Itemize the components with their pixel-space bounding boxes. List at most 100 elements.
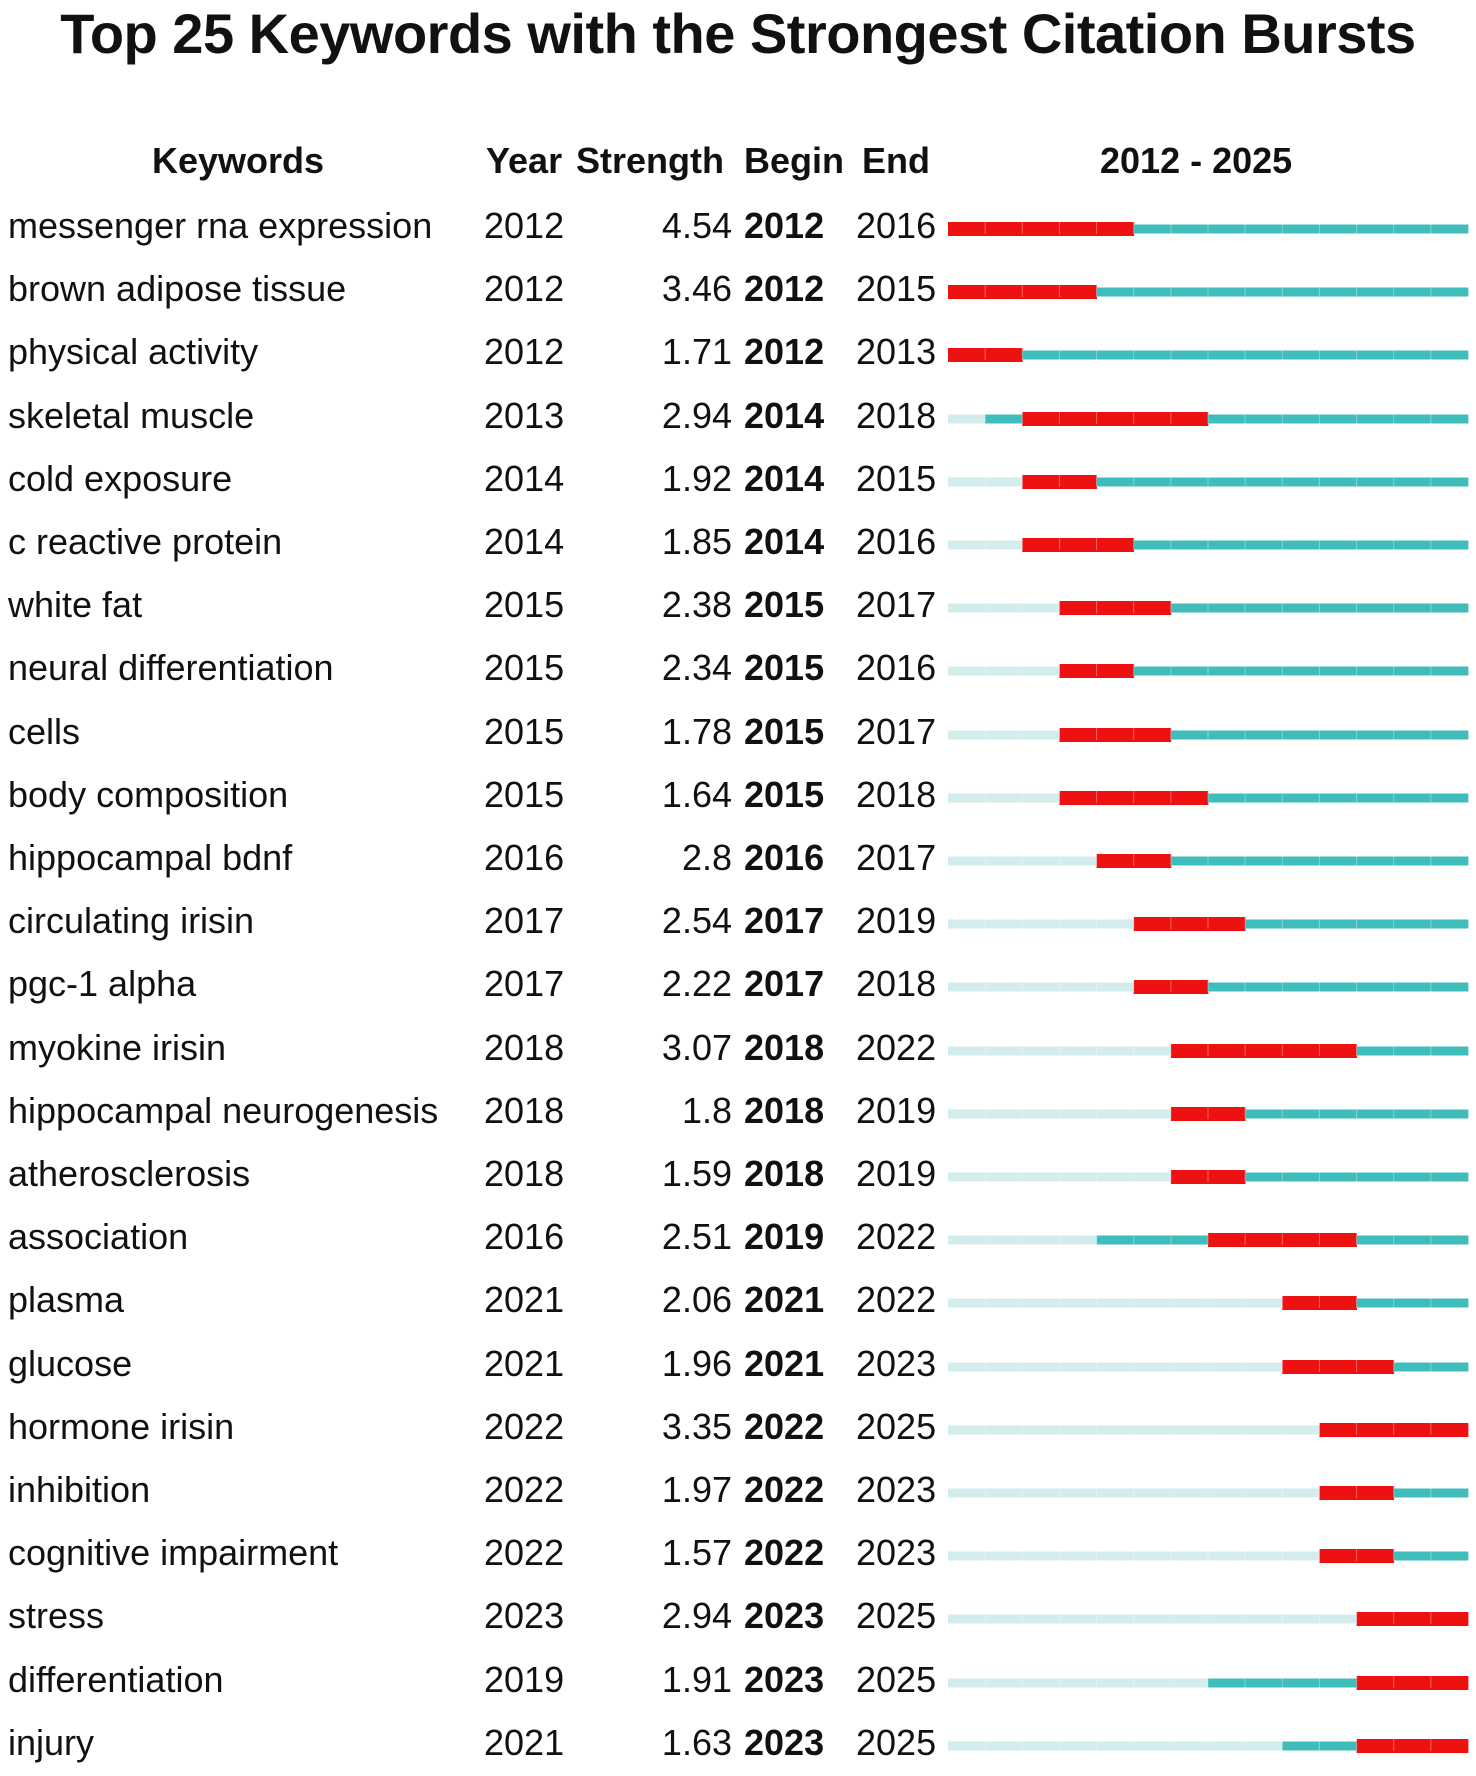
burst-segment (1059, 411, 1097, 426)
inactive-segment (1096, 1046, 1135, 1056)
burst-segment (1059, 538, 1097, 552)
inactive-segment (1059, 1298, 1097, 1308)
active-segment (1133, 287, 1172, 297)
active-segment (1356, 414, 1395, 424)
keyword-cell: cells (8, 710, 81, 752)
strength-cell: 1.63 (661, 1721, 732, 1763)
active-segment (1096, 287, 1135, 297)
burst-segment (1059, 727, 1097, 742)
inactive-segment (948, 477, 986, 487)
inactive-segment (1208, 1614, 1246, 1624)
active-segment (1170, 477, 1209, 487)
burst-segment (1208, 1170, 1246, 1184)
active-segment (1170, 603, 1209, 613)
burst-segment (1319, 1043, 1357, 1058)
year-cell: 2021 (484, 1342, 565, 1384)
inactive-segment (1282, 1614, 1320, 1624)
burst-timeline (948, 980, 1469, 995)
inactive-segment (1022, 730, 1060, 740)
active-segment (1393, 1109, 1432, 1119)
inactive-segment (948, 1488, 986, 1498)
inactive-segment (1170, 1298, 1209, 1308)
active-segment (1393, 603, 1432, 613)
burst-segment (1170, 1170, 1209, 1184)
active-segment (1393, 540, 1432, 550)
inactive-segment (1170, 1488, 1209, 1498)
keyword-cell: pgc-1 alpha (8, 963, 197, 1005)
inactive-segment (1208, 1551, 1246, 1561)
inactive-segment (985, 1046, 1023, 1056)
burst-timeline (948, 1486, 1469, 1500)
strength-cell: 1.92 (661, 457, 732, 499)
active-segment (1319, 856, 1357, 866)
active-segment (1356, 287, 1395, 297)
active-segment (1208, 603, 1246, 613)
active-segment (1393, 287, 1432, 297)
end-cell: 2023 (856, 1532, 937, 1574)
year-cell: 2021 (484, 1721, 565, 1763)
burst-timeline (948, 790, 1469, 805)
begin-cell: 2014 (744, 394, 825, 436)
inactive-segment (1022, 1172, 1060, 1182)
inactive-segment (1245, 1551, 1283, 1561)
inactive-segment (948, 793, 986, 803)
end-cell: 2025 (856, 1595, 937, 1637)
active-segment (1245, 730, 1283, 740)
inactive-segment (985, 1488, 1023, 1498)
begin-cell: 2015 (744, 773, 825, 815)
burst-timeline (948, 1170, 1469, 1184)
active-segment (1133, 1235, 1172, 1245)
strength-cell: 2.51 (661, 1216, 732, 1258)
active-segment (1430, 1109, 1469, 1119)
burst-timeline (948, 854, 1469, 868)
inactive-segment (1208, 1488, 1246, 1498)
burst-segment (1282, 1359, 1320, 1374)
year-cell: 2019 (484, 1658, 565, 1700)
active-segment (1245, 666, 1283, 676)
inactive-segment (1096, 1741, 1135, 1751)
inactive-segment (1059, 1488, 1097, 1498)
active-segment (1393, 793, 1432, 803)
active-segment (1096, 477, 1135, 487)
keyword-cell: hippocampal bdnf (8, 837, 293, 878)
active-segment (1282, 414, 1320, 424)
keyword-cell: injury (8, 1721, 95, 1763)
active-segment (1245, 540, 1283, 550)
inactive-segment (1208, 1298, 1246, 1308)
active-segment (1282, 793, 1320, 803)
active-segment (1356, 1046, 1395, 1056)
inactive-segment (948, 1109, 986, 1119)
burst-segment (1208, 1106, 1246, 1121)
end-cell: 2025 (856, 1405, 937, 1447)
inactive-segment (1245, 1614, 1283, 1624)
burst-segment (1356, 1675, 1395, 1690)
burst-timeline (948, 1106, 1469, 1121)
active-segment (1319, 730, 1357, 740)
inactive-segment (948, 414, 986, 424)
active-segment (1245, 603, 1283, 613)
burst-timeline (948, 1675, 1469, 1690)
burst-timeline (948, 222, 1469, 236)
begin-cell: 2018 (744, 1153, 825, 1194)
begin-cell: 2015 (744, 710, 825, 752)
inactive-segment (948, 856, 986, 866)
keyword-cell: association (8, 1216, 189, 1258)
burst-segment (1319, 1359, 1357, 1374)
table-row: differentiation 2019 1.91 2023 2025 (0, 1648, 1476, 1711)
inactive-segment (1022, 1614, 1060, 1624)
table-row: hippocampal bdnf 2016 2.8 2016 2017 (0, 826, 1476, 889)
active-segment (1393, 1046, 1432, 1056)
active-segment (1393, 856, 1432, 866)
burst-segment (1170, 1106, 1209, 1121)
burst-timeline (948, 1296, 1469, 1311)
end-cell: 2022 (856, 1026, 937, 1068)
burst-timeline (948, 1549, 1469, 1564)
active-segment (1208, 856, 1246, 866)
table-row: glucose 2021 1.96 2021 2023 (0, 1332, 1476, 1395)
year-cell: 2016 (484, 1216, 565, 1258)
active-segment (1393, 350, 1432, 360)
inactive-segment (1022, 1046, 1060, 1056)
chart-title: Top 25 Keywords with the Strongest Citat… (60, 2, 1416, 65)
burst-segment (1096, 411, 1135, 426)
strength-cell: 2.38 (661, 584, 732, 626)
